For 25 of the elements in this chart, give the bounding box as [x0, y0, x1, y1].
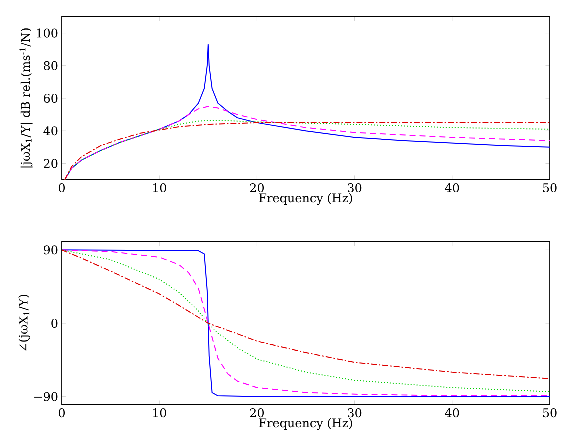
- x-axis-title: Frequency (Hz): [259, 193, 352, 206]
- y-tick-label: 40: [44, 126, 58, 136]
- y-tick-label: 60: [44, 94, 58, 104]
- y-axis-title: ∠(jωX$_{1}$/Y): [18, 295, 30, 352]
- x-tick-label: 0: [58, 184, 66, 193]
- x-tick-label: 10: [153, 184, 166, 193]
- x-tick-label: 0: [58, 408, 66, 418]
- x-tick-label: 50: [543, 184, 557, 193]
- x-tick-label: 40: [445, 408, 460, 418]
- line-series: [64, 106, 550, 180]
- x-tick-label: 40: [445, 184, 460, 193]
- y-axis-title: |jωX$_{1}$/Y| dB rel.(ms$^{-1}$/N): [20, 28, 33, 168]
- y-tick-label: 100: [37, 28, 58, 38]
- x-tick-label: 30: [348, 184, 362, 193]
- x-tick-label: 50: [543, 408, 557, 418]
- x-tick-label: 20: [250, 408, 264, 418]
- y-tick-label: 20: [44, 159, 58, 168]
- y-tick-label: 90: [44, 246, 58, 255]
- y-tick-label: 0: [52, 318, 58, 328]
- x-tick-label: 10: [153, 408, 166, 418]
- y-tick-label: −90: [34, 392, 58, 402]
- x-tick-label: 30: [348, 408, 362, 418]
- x-tick-label: 20: [250, 184, 264, 193]
- y-tick-label: 80: [44, 61, 58, 70]
- x-axis-title: Frequency (Hz): [259, 418, 352, 430]
